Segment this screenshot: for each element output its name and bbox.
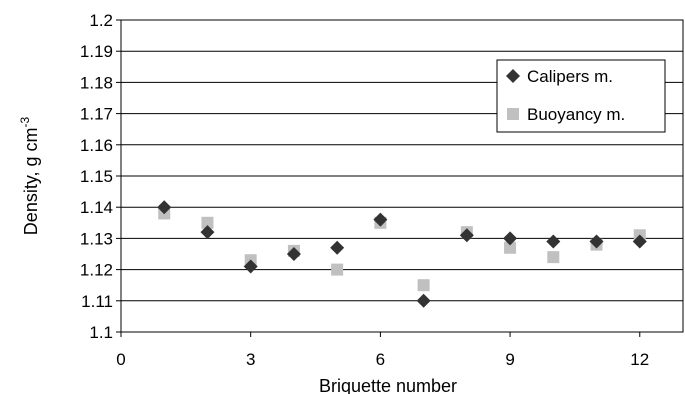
y-tick-label: 1.15 bbox=[80, 167, 113, 186]
calipers-point bbox=[589, 234, 604, 249]
y-tick-label: 1.1 bbox=[89, 323, 113, 342]
y-axis-label: Density, g cm-3 bbox=[18, 116, 41, 235]
calipers-point bbox=[200, 225, 215, 240]
buoyancy-point bbox=[547, 251, 560, 264]
calipers-point bbox=[416, 293, 431, 308]
y-tick-label: 1.14 bbox=[80, 198, 113, 217]
calipers-point bbox=[286, 247, 301, 261]
y-tick-label: 1.19 bbox=[80, 42, 113, 61]
data-points bbox=[157, 200, 647, 308]
calipers-point bbox=[503, 231, 518, 246]
x-axis-ticks: 0 3 6 9 12 bbox=[116, 332, 649, 369]
buoyancy-point bbox=[201, 216, 214, 229]
y-tick-label: 1.11 bbox=[81, 292, 113, 311]
x-tick-label: 3 bbox=[246, 350, 255, 369]
x-tick-label: 9 bbox=[505, 350, 514, 369]
legend-square-marker bbox=[507, 108, 519, 120]
calipers-point bbox=[157, 200, 172, 215]
legend-box bbox=[496, 59, 666, 133]
y-axis-ticks: 1.1 1.11 1.12 1.13 1.14 1.15 1.16 1.17 1.18 1.19 1… bbox=[80, 11, 121, 342]
y-tick-label: 1.16 bbox=[80, 136, 113, 155]
y-axis-label-superscript: -3 bbox=[18, 116, 32, 127]
calipers-point bbox=[632, 234, 647, 249]
y-tick-label: 1.13 bbox=[80, 229, 113, 248]
calipers-point bbox=[546, 234, 561, 249]
x-tick-label: 12 bbox=[630, 350, 649, 369]
y-tick-label: 1.17 bbox=[80, 105, 113, 124]
buoyancy-point bbox=[417, 279, 430, 292]
y-tick-label: 1.18 bbox=[80, 73, 113, 92]
calipers-point bbox=[459, 228, 474, 243]
y-tick-label: 1.2 bbox=[89, 11, 113, 30]
y-tick-label: 1.12 bbox=[80, 261, 113, 280]
legend-label-buoyancy: Buoyancy m. bbox=[527, 105, 625, 124]
buoyancy-point bbox=[331, 263, 344, 276]
buoyancy-point bbox=[504, 241, 517, 254]
x-axis-label: Briquette number bbox=[319, 376, 457, 394]
legend-label-calipers: Calipers m. bbox=[527, 67, 613, 86]
y-axis-label-text: Density, g cm bbox=[21, 127, 41, 235]
calipers-point bbox=[373, 212, 388, 227]
x-tick-label: 6 bbox=[376, 350, 385, 369]
calipers-point bbox=[330, 240, 345, 255]
legend: Calipers m. Buoyancy m. bbox=[496, 59, 666, 133]
calipers-point bbox=[243, 259, 258, 274]
x-tick-label: 0 bbox=[116, 350, 125, 369]
legend-diamond-marker bbox=[506, 69, 520, 83]
